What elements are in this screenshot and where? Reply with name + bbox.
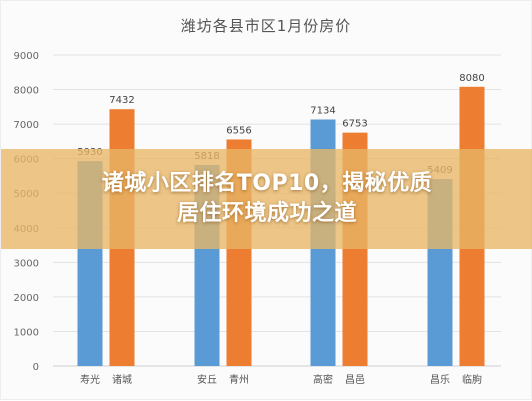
y-tick-label: 0 bbox=[33, 362, 39, 373]
x-tick-label: 高密 bbox=[313, 373, 333, 386]
y-tick-label: 7000 bbox=[14, 120, 39, 131]
chart-title: 潍坊各县市区1月份房价 bbox=[180, 17, 352, 35]
y-tick-label: 9000 bbox=[14, 51, 39, 62]
banner-line-1: 诸城小区排名TOP10，揭秘优质 bbox=[101, 171, 433, 196]
y-tick-label: 2000 bbox=[14, 293, 39, 304]
data-label: 7432 bbox=[109, 95, 134, 106]
x-tick-label: 青州 bbox=[229, 373, 249, 386]
data-label: 7134 bbox=[310, 105, 335, 116]
x-tick-label: 安丘 bbox=[197, 373, 217, 386]
y-tick-label: 8000 bbox=[14, 86, 39, 97]
x-tick-label: 昌邑 bbox=[345, 374, 365, 386]
overlay-banner: 诸城小区排名TOP10，揭秘优质 居住环境成功之道 bbox=[1, 149, 532, 249]
data-label: 8080 bbox=[459, 73, 484, 84]
x-tick-label: 诸城 bbox=[112, 374, 132, 386]
banner-line-2: 居住环境成功之道 bbox=[176, 201, 357, 226]
x-tick-label: 临朐 bbox=[462, 373, 482, 386]
data-label: 6556 bbox=[226, 125, 251, 136]
x-tick-label: 昌乐 bbox=[430, 374, 450, 386]
y-tick-label: 1000 bbox=[14, 327, 39, 338]
x-tick-label: 寿光 bbox=[80, 373, 100, 386]
data-label: 6753 bbox=[342, 119, 367, 130]
y-tick-label: 3000 bbox=[14, 258, 39, 269]
